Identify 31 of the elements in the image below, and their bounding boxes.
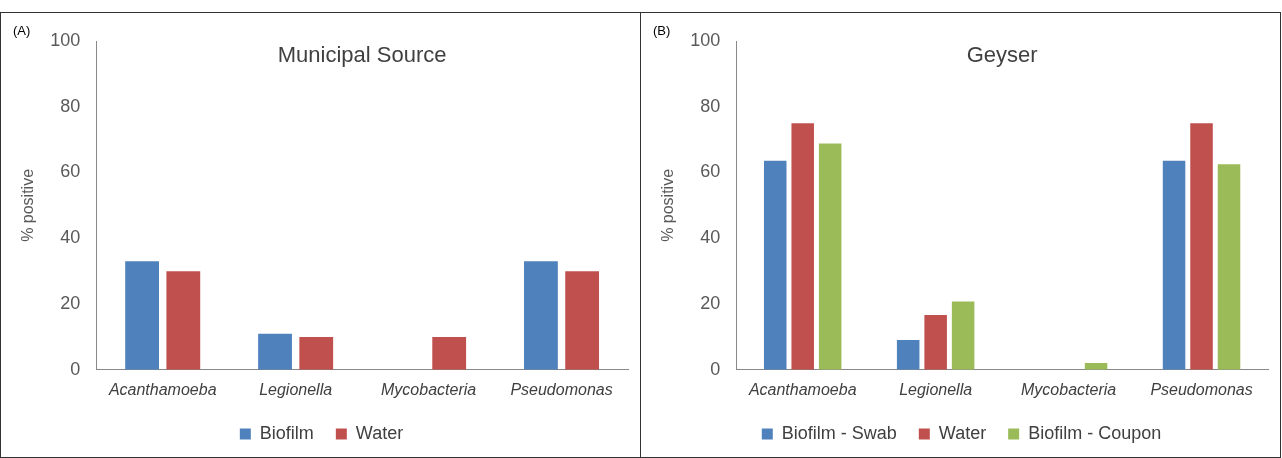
y-axis-title: % positive (19, 168, 37, 242)
x-tick-label: Mycobacteria (381, 380, 477, 398)
x-tick-label: Mycobacteria (1021, 380, 1117, 398)
chart-title: Geyser (966, 42, 1038, 68)
x-tick-label: Acanthamoeba (747, 380, 857, 398)
text: (A) (13, 23, 31, 39)
y-tick-label: 20 (700, 293, 721, 314)
y-tick-label: 20 (60, 293, 81, 314)
y-tick-label: 60 (700, 161, 721, 182)
y-tick-label: 40 (700, 227, 721, 248)
y-tick-label: 100 (690, 29, 721, 50)
y-axis-title: % positive (659, 168, 677, 242)
x-tick-label: Legionella (259, 380, 333, 398)
chart-title: Municipal Source (277, 42, 447, 68)
x-tick-label: Pseudomonas (510, 380, 613, 398)
legend-label: Biofilm (259, 422, 314, 443)
y-tick-label: 100 (50, 29, 81, 50)
y-tick-label: 0 (710, 358, 721, 379)
legend-label: Water (938, 422, 987, 443)
text: (B) (653, 23, 671, 39)
legend-label: Biofilm - Swab (781, 422, 897, 443)
x-tick-label: Pseudomonas (1150, 380, 1253, 398)
legend-label: Water (355, 422, 404, 443)
y-tick-label: 80 (700, 95, 721, 116)
y-tick-label: 40 (60, 227, 81, 248)
y-tick-label: 80 (60, 95, 81, 116)
y-tick-label: 60 (60, 161, 81, 182)
x-tick-label: Acanthamoeba (107, 380, 217, 398)
legend-label: Biofilm - Coupon (1028, 422, 1162, 443)
y-tick-label: 0 (70, 358, 81, 379)
x-tick-label: Legionella (899, 380, 973, 398)
